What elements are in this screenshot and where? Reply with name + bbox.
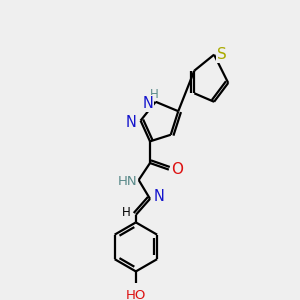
Text: O: O bbox=[171, 162, 183, 177]
Text: N: N bbox=[126, 115, 136, 130]
Text: N: N bbox=[154, 190, 165, 205]
Text: HN: HN bbox=[118, 176, 137, 188]
Text: H: H bbox=[149, 88, 158, 101]
Text: S: S bbox=[217, 47, 226, 62]
Text: H: H bbox=[122, 206, 131, 220]
Text: HO: HO bbox=[126, 290, 146, 300]
Text: N: N bbox=[143, 96, 154, 111]
